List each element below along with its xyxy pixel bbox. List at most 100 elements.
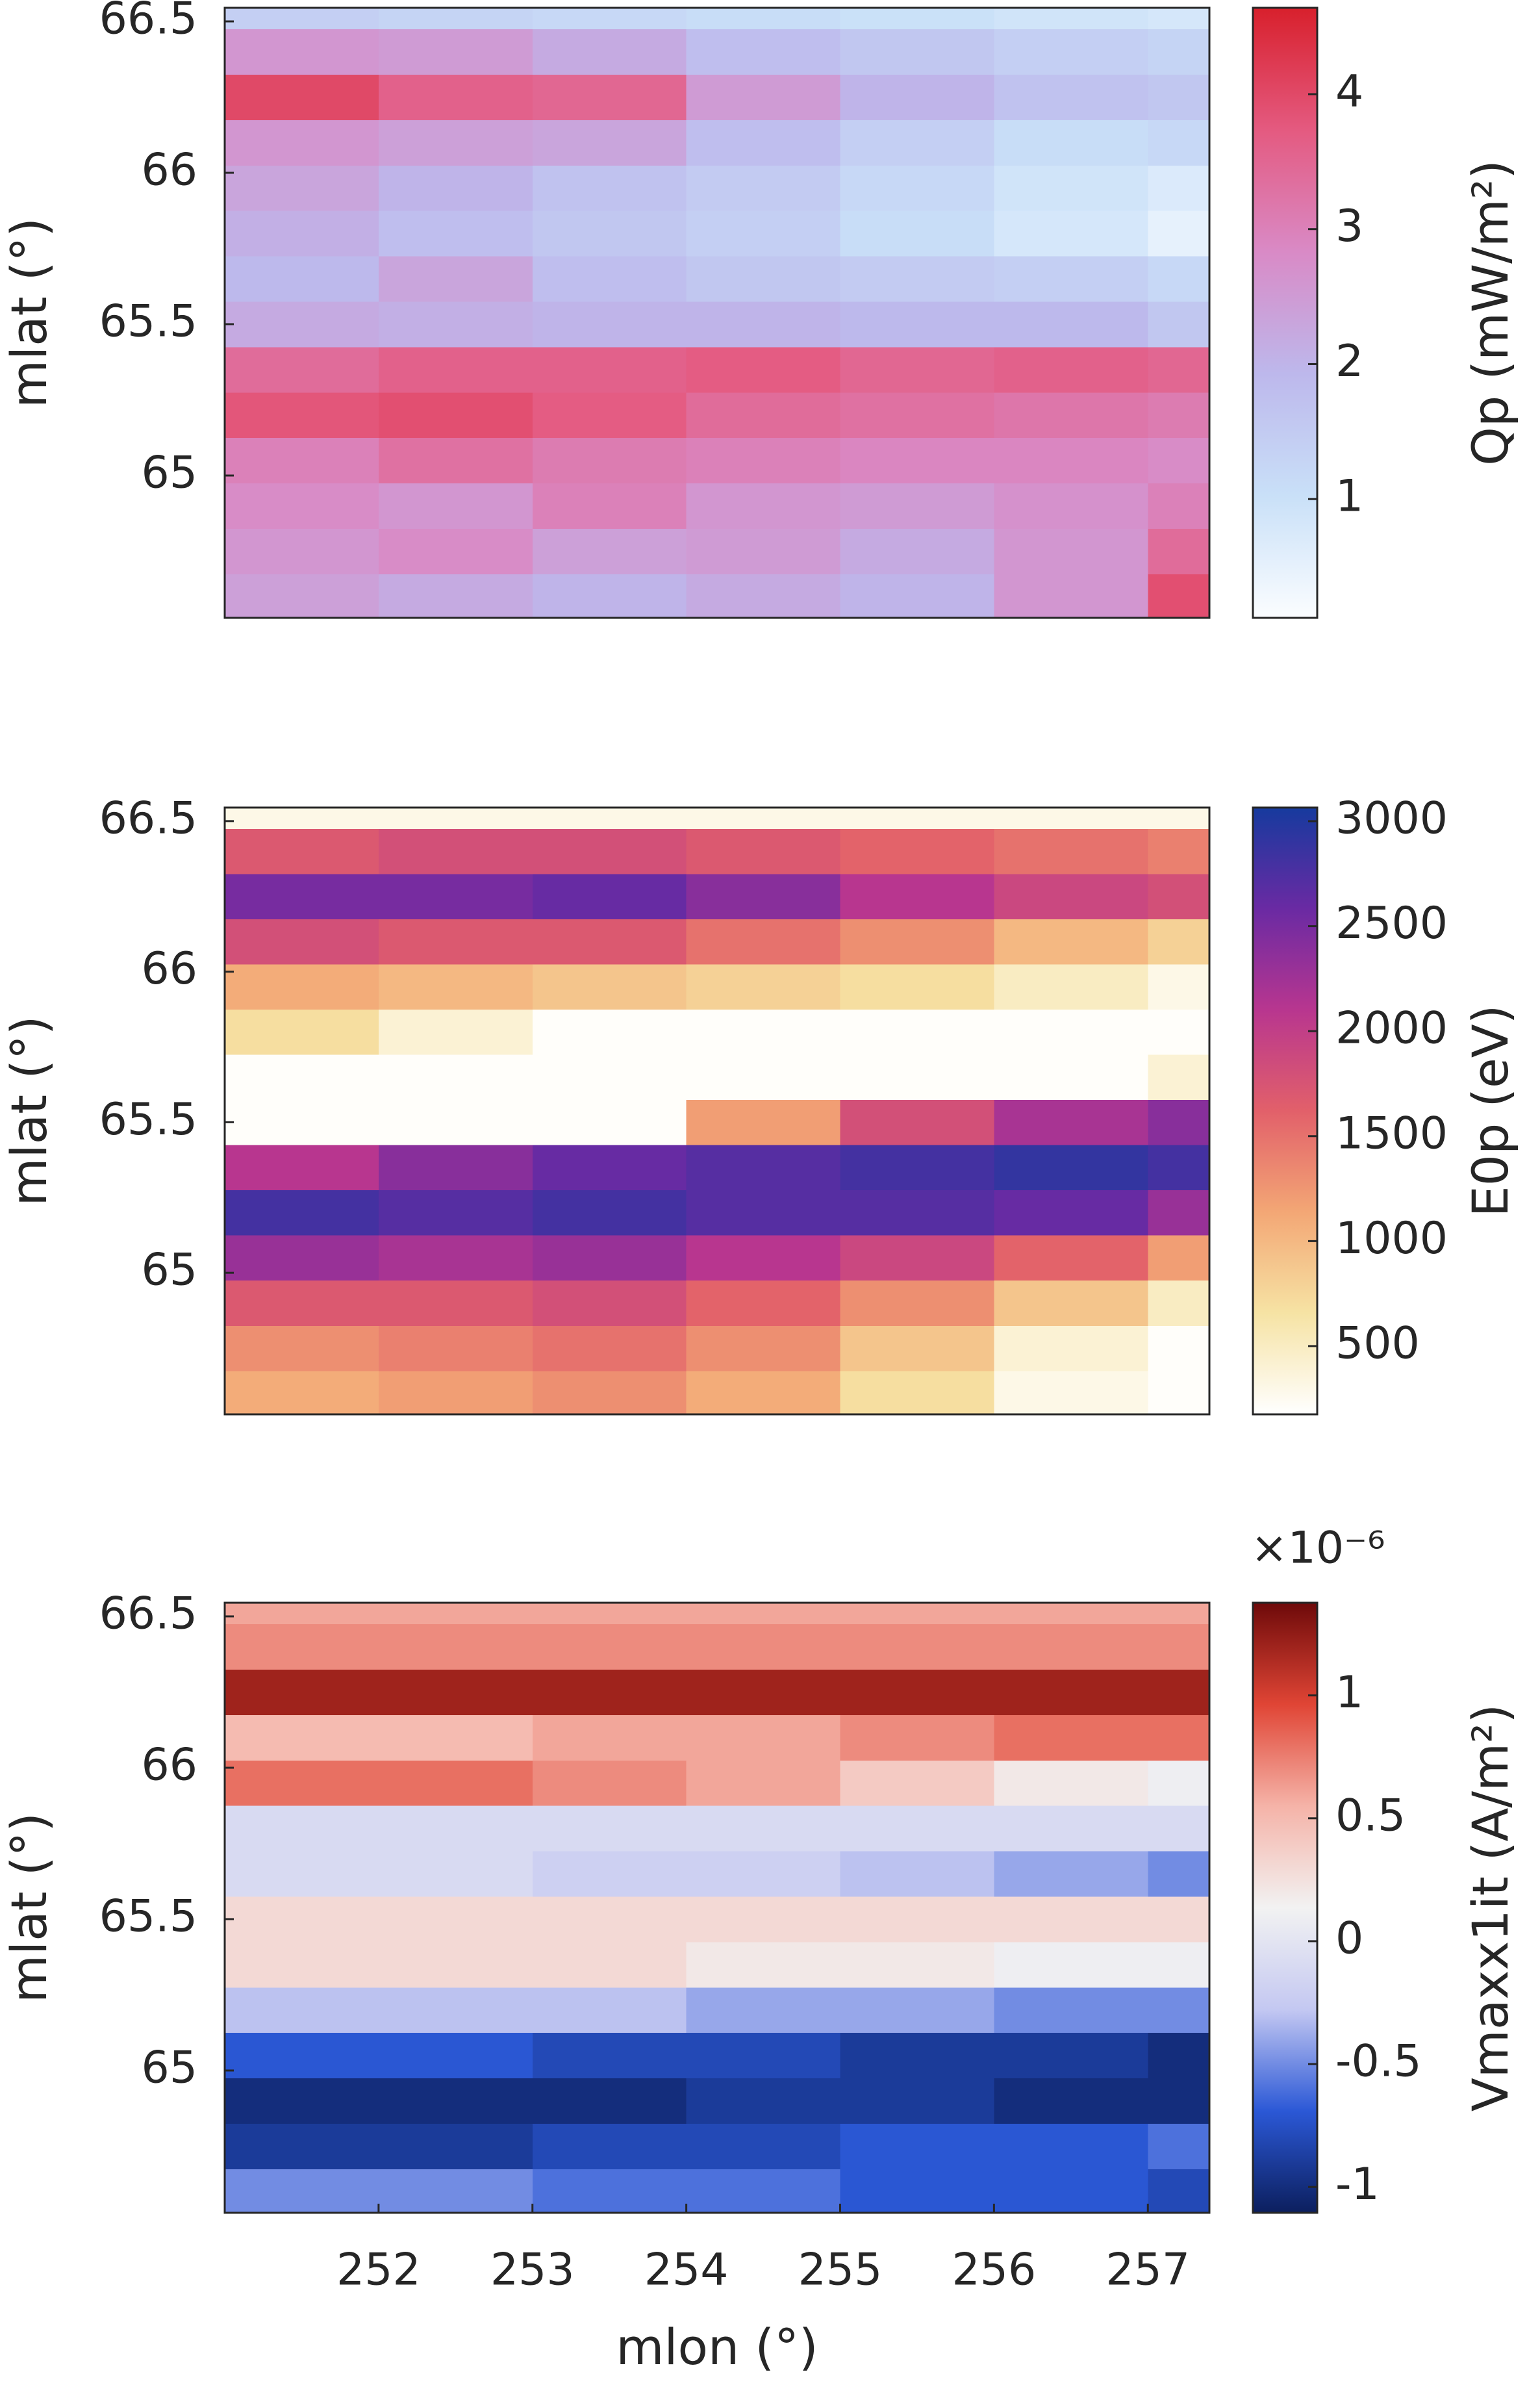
cell [532,964,687,1010]
cell [532,1009,687,1055]
cell [686,1054,840,1101]
cell [1148,346,1209,393]
colorbar [1252,6,1319,619]
cell [532,437,687,484]
cell [686,120,840,166]
cell [378,528,533,574]
cell [994,808,1148,829]
colorbar-tick-label: 1500 [1335,1108,1448,1159]
cell [378,1190,533,1236]
plot-frame [223,1601,1211,2214]
cell [378,2123,533,2169]
cell [1148,2078,1209,2124]
cell [994,1714,1148,1761]
cell [686,1009,840,1055]
cell [225,256,379,302]
cell [840,120,994,166]
cell [686,74,840,120]
cell [532,8,687,30]
cell [840,1624,994,1670]
cell [225,346,379,393]
cell [532,919,687,965]
cell [532,2078,687,2124]
cell [994,919,1148,965]
colorbar-tick-label: 1 [1335,471,1363,522]
cell [1148,1714,1209,1761]
cell [532,1190,687,1236]
cell [225,808,379,829]
cell [840,8,994,30]
cell [686,1896,840,1943]
cell [378,346,533,393]
cell [994,1099,1148,1145]
cell [225,165,379,211]
cell [840,210,994,257]
cell [1148,808,1209,829]
cell [532,873,687,920]
cell [840,1370,994,1414]
cell [994,2169,1148,2213]
cell [840,1669,994,1715]
x-tick-label: 254 [644,2245,729,2296]
cell [1148,1325,1209,1371]
cell [225,392,379,439]
heatmap [225,8,1209,618]
cell [225,1190,379,1236]
cell [994,1235,1148,1281]
cell [1148,437,1209,484]
cell [532,301,687,348]
cell [686,8,840,30]
cell [840,256,994,302]
cell [686,2169,840,2213]
cell [378,165,533,211]
cell [225,1145,379,1191]
cell [225,1624,379,1670]
y-tick-label: 66 [141,943,197,995]
cell [994,1624,1148,1670]
y-tick-label: 65 [141,448,197,499]
cell [532,1987,687,2033]
colorbar-tick-label: 4 [1335,66,1363,118]
cell [994,210,1148,257]
cell [225,964,379,1010]
cell [686,1280,840,1326]
cell [840,1941,994,1988]
cell [1148,1190,1209,1236]
cell [378,1009,533,1055]
cell [840,2123,994,2169]
cell [1148,1805,1209,1852]
cell [840,1054,994,1101]
cell [840,346,994,393]
cell [225,2078,379,2124]
cell [532,1714,687,1761]
cell [532,1603,687,1625]
y-tick-label: 66 [141,1740,197,1791]
y-axis-label: mlat (°) [0,1813,58,2003]
colorbar-label: E0p (eV) [1461,1005,1519,1217]
cell [225,1941,379,1988]
y-tick-label: 66.5 [99,1588,197,1640]
cell [225,1669,379,1715]
cell [1148,1669,1209,1715]
cell [378,120,533,166]
cell [225,1987,379,2033]
cell [225,210,379,257]
cell [378,1325,533,1371]
cell [1148,8,1209,30]
cell [378,437,533,484]
cell [1148,1941,1209,1988]
y-tick-label: 66.5 [99,0,197,45]
cell [994,1325,1148,1371]
cell [840,74,994,120]
cell [225,1099,379,1145]
cell [1148,1370,1209,1414]
cell [840,1099,994,1145]
cell [840,165,994,211]
cell [378,808,533,829]
cell [994,74,1148,120]
y-tick-label: 65.5 [99,1094,197,1145]
cell [994,1760,1148,1806]
cell [840,873,994,920]
cell [686,392,840,439]
